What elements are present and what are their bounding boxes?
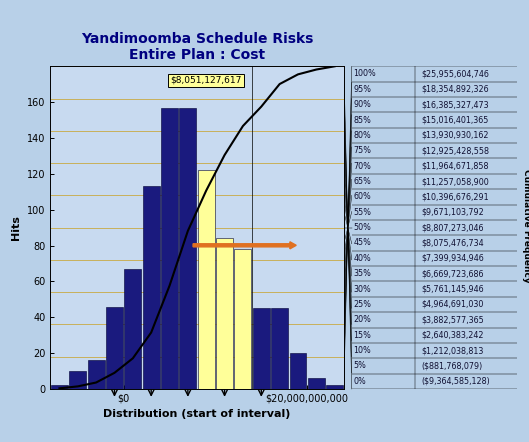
Text: $25,955,604,746: $25,955,604,746	[421, 69, 489, 79]
Text: 55%: 55%	[353, 208, 371, 217]
Text: Cumulative Frequency: Cumulative Frequency	[522, 168, 529, 282]
Bar	[271, 309, 288, 389]
Text: 85%: 85%	[353, 115, 371, 125]
Title: Yandimoomba Schedule Risks
Entire Plan : Cost: Yandimoomba Schedule Risks Entire Plan :…	[81, 32, 313, 62]
Text: $2,640,383,242: $2,640,383,242	[421, 331, 484, 340]
X-axis label: Distribution (start of interval): Distribution (start of interval)	[103, 409, 291, 419]
Text: $9,671,103,792: $9,671,103,792	[421, 208, 484, 217]
Bar	[143, 187, 160, 389]
Text: $11,257,058,900: $11,257,058,900	[421, 177, 489, 186]
Text: $13,930,930,162: $13,930,930,162	[421, 131, 489, 140]
Text: $1,212,038,813: $1,212,038,813	[421, 346, 484, 355]
Text: $3,882,577,365: $3,882,577,365	[421, 315, 484, 324]
Text: $8,807,273,046: $8,807,273,046	[421, 223, 484, 232]
Text: 30%: 30%	[353, 285, 371, 293]
Text: $7,399,934,946: $7,399,934,946	[421, 254, 484, 263]
Bar	[216, 238, 233, 389]
Bar	[179, 107, 196, 389]
Text: 70%: 70%	[353, 162, 371, 171]
Text: $15,016,401,365: $15,016,401,365	[421, 115, 489, 125]
Text: 100%: 100%	[353, 69, 376, 79]
Text: ($9,364,585,128): ($9,364,585,128)	[421, 377, 490, 386]
Text: 15%: 15%	[353, 331, 371, 340]
Bar	[106, 306, 123, 389]
Text: $12,925,428,558: $12,925,428,558	[421, 146, 489, 155]
Y-axis label: Hits: Hits	[11, 215, 21, 240]
Text: 90%: 90%	[353, 100, 371, 109]
Bar	[308, 378, 325, 389]
Text: $4,964,691,030: $4,964,691,030	[421, 300, 484, 309]
Text: $5,761,145,946: $5,761,145,946	[421, 285, 484, 293]
Text: $16,385,327,473: $16,385,327,473	[421, 100, 489, 109]
Text: $11,964,671,858: $11,964,671,858	[421, 162, 489, 171]
Text: 60%: 60%	[353, 192, 371, 202]
Bar	[198, 170, 215, 389]
Text: 75%: 75%	[353, 146, 371, 155]
Text: $18,354,892,326: $18,354,892,326	[421, 85, 489, 94]
Text: $8,051,127,617: $8,051,127,617	[170, 76, 242, 85]
Text: 5%: 5%	[353, 362, 366, 370]
Bar	[69, 371, 86, 389]
Bar	[51, 385, 68, 389]
Text: ($881,768,079): ($881,768,079)	[421, 362, 482, 370]
Bar	[88, 360, 105, 389]
Text: 25%: 25%	[353, 300, 371, 309]
Text: 0%: 0%	[353, 377, 366, 386]
Text: 80%: 80%	[353, 131, 371, 140]
Text: 20%: 20%	[353, 315, 371, 324]
Bar	[124, 269, 141, 389]
Bar	[289, 353, 306, 389]
Text: 45%: 45%	[353, 239, 371, 248]
Text: 35%: 35%	[353, 269, 371, 278]
Text: 65%: 65%	[353, 177, 371, 186]
Text: $6,669,723,686: $6,669,723,686	[421, 269, 484, 278]
Bar	[253, 309, 270, 389]
Text: 10%: 10%	[353, 346, 371, 355]
Text: 50%: 50%	[353, 223, 371, 232]
Text: 95%: 95%	[353, 85, 371, 94]
Text: $8,075,476,734: $8,075,476,734	[421, 239, 484, 248]
Bar	[326, 385, 343, 389]
Text: $10,396,676,291: $10,396,676,291	[421, 192, 489, 202]
Bar	[161, 107, 178, 389]
Bar	[234, 249, 251, 389]
Text: 40%: 40%	[353, 254, 371, 263]
